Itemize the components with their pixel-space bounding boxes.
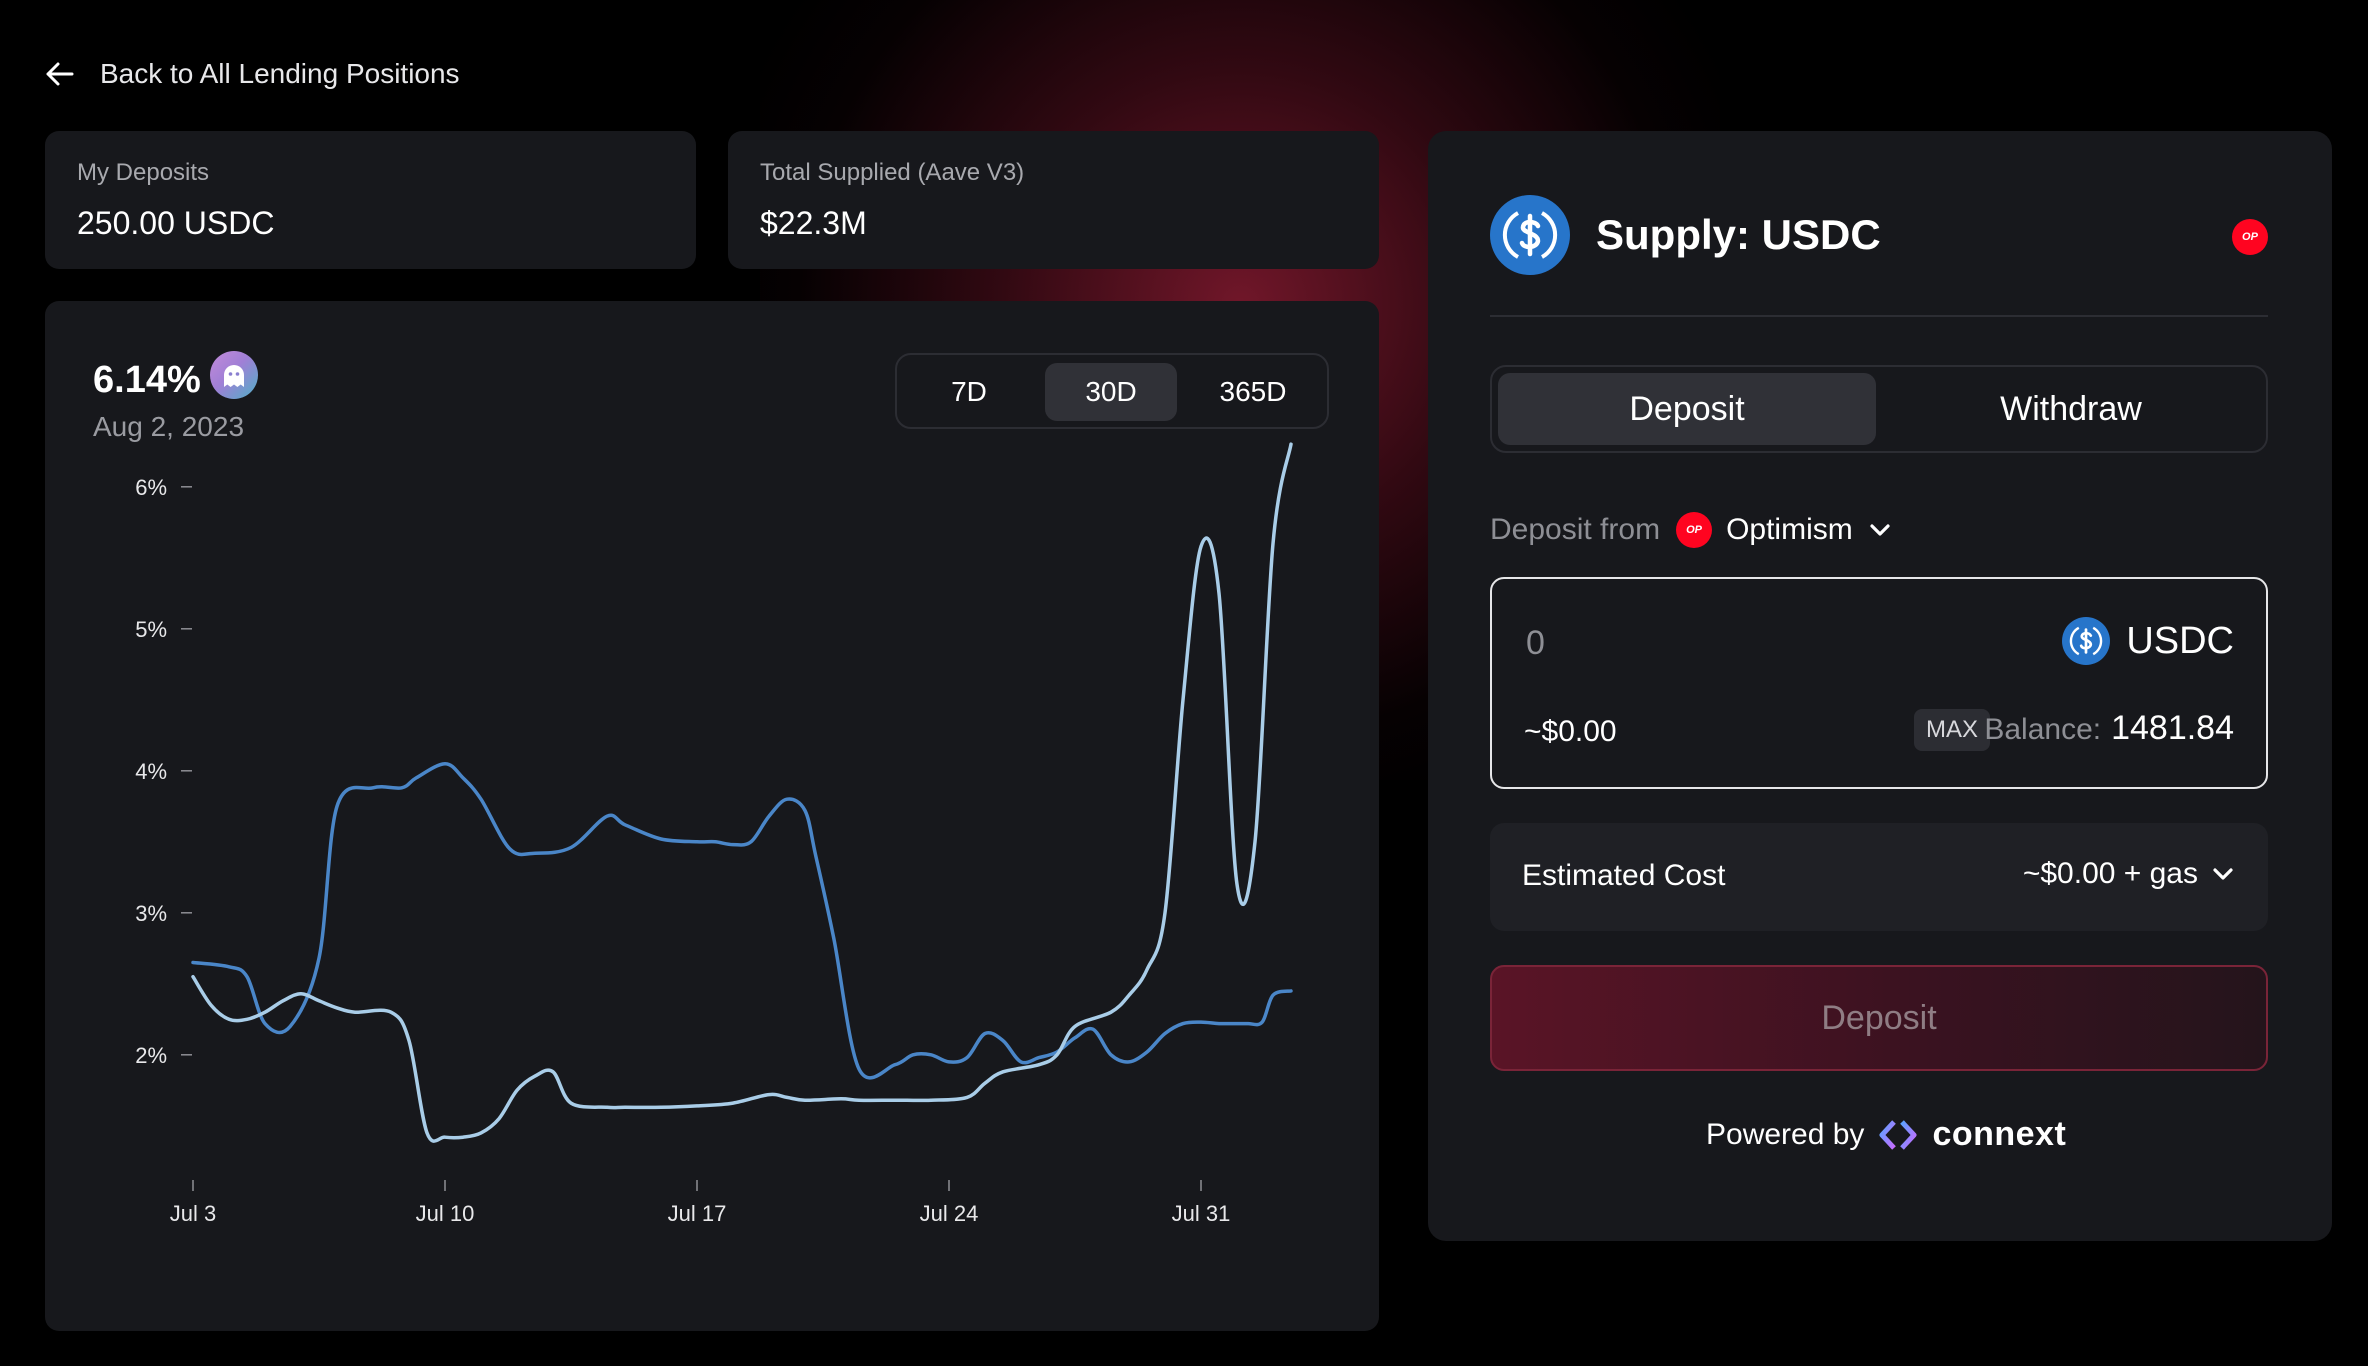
x-tick-label: Jul 10 [416,1201,475,1226]
powered-by-label: Powered by [1706,1117,1865,1151]
back-link-label: Back to All Lending Positions [100,58,460,89]
current-rate: 6.14% [93,359,201,401]
chain-selector[interactable]: OP Optimism [1676,512,1893,548]
arrow-left-icon [46,62,74,86]
balance-label: Balance: [1984,713,2102,746]
rate-chart: 6% 5% 4% 3% 2% Jul 3 Jul 10 Jul 17 Jul 24 Jul 31 [135,442,1293,1226]
max-button[interactable]: MAX [1914,709,1991,751]
deposit-withdraw-tabs: Deposit Withdraw [1490,365,2268,453]
estimated-cost-value: ~$0.00 + gas [2022,857,2198,890]
token-name: USDC [2126,619,2234,662]
connext-brand: connext [1932,1115,2067,1153]
total-supplied-label: Total Supplied (Aave V3) [760,159,1025,186]
chart-card: 6.14% Aug 2, 2023 7D 30D 365D 6% 5% 4% 3% 2%… [45,301,1379,1331]
my-deposits-label: My Deposits [77,159,210,186]
estimated-cost-value-wrap: ~$0.00 + gas [2023,857,2236,891]
amount-box: USDC ~$0.00 MAX Balance: 1481.84 [1490,577,2268,789]
powered-by: Powered by connext [1706,1115,2066,1154]
amount-input[interactable] [1524,617,2028,669]
rate-date: Aug 2, 2023 [93,411,245,442]
x-tick-label: Jul 24 [920,1201,979,1226]
estimated-cost-row[interactable]: Estimated Cost ~$0.00 + gas [1490,823,2268,931]
x-tick-label: Jul 31 [1172,1201,1231,1226]
back-link[interactable]: Back to All Lending Positions [42,56,460,92]
x-tick-label: Jul 3 [170,1201,216,1226]
balance: Balance: 1481.84 [1984,709,2234,748]
aave-ghost-icon [210,351,258,399]
y-tick-label: 5% [135,617,167,642]
x-tick-label: Jul 17 [668,1201,727,1226]
connext-logo-icon [1879,1119,1917,1150]
series-line-light-blue [191,442,1293,1143]
range-30d-button[interactable]: 30D [1045,363,1177,421]
deposit-from-label: Deposit from [1490,513,1661,546]
deposit-submit-button[interactable]: Deposit [1490,965,2268,1071]
optimism-badge-icon: OP [2232,219,2268,255]
optimism-icon: OP [1676,512,1713,548]
tab-withdraw[interactable]: Withdraw [2000,389,2142,428]
estimated-cost-label: Estimated Cost [1522,859,1726,892]
range-7d-button[interactable]: 7D [951,376,987,407]
total-supplied-card: Total Supplied (Aave V3) $22.3M [728,131,1379,269]
chain-name: Optimism [1726,513,1853,546]
chevron-down-icon [1870,524,1890,536]
token-selector[interactable]: USDC [2062,617,2234,665]
panel-title: Supply: USDC [1596,211,1881,258]
deposit-from-row: Deposit from OP Optimism [1490,507,1893,553]
total-supplied-value: $22.3M [760,205,867,241]
supply-panel: Supply: USDC OP Deposit Withdraw Deposit… [1428,131,2332,1241]
time-range-selector: 7D 30D 365D [895,353,1329,429]
balance-value: 1481.84 [2111,709,2234,747]
series-line-blue [191,761,1293,1080]
range-365d-button[interactable]: 365D [1219,376,1287,407]
chevron-down-icon [2213,868,2233,880]
y-tick-label: 4% [135,759,167,784]
my-deposits-value: 250.00 USDC [77,205,275,241]
usdc-icon [1490,195,1570,275]
y-tick-label: 2% [135,1043,167,1068]
usd-value: ~$0.00 [1524,715,1617,748]
panel-divider [1490,315,2268,317]
tab-deposit[interactable]: Deposit [1498,373,1876,445]
usdc-icon [2062,617,2111,665]
my-deposits-card: My Deposits 250.00 USDC [45,131,696,269]
y-tick-label: 6% [135,475,167,500]
y-tick-label: 3% [135,901,167,926]
